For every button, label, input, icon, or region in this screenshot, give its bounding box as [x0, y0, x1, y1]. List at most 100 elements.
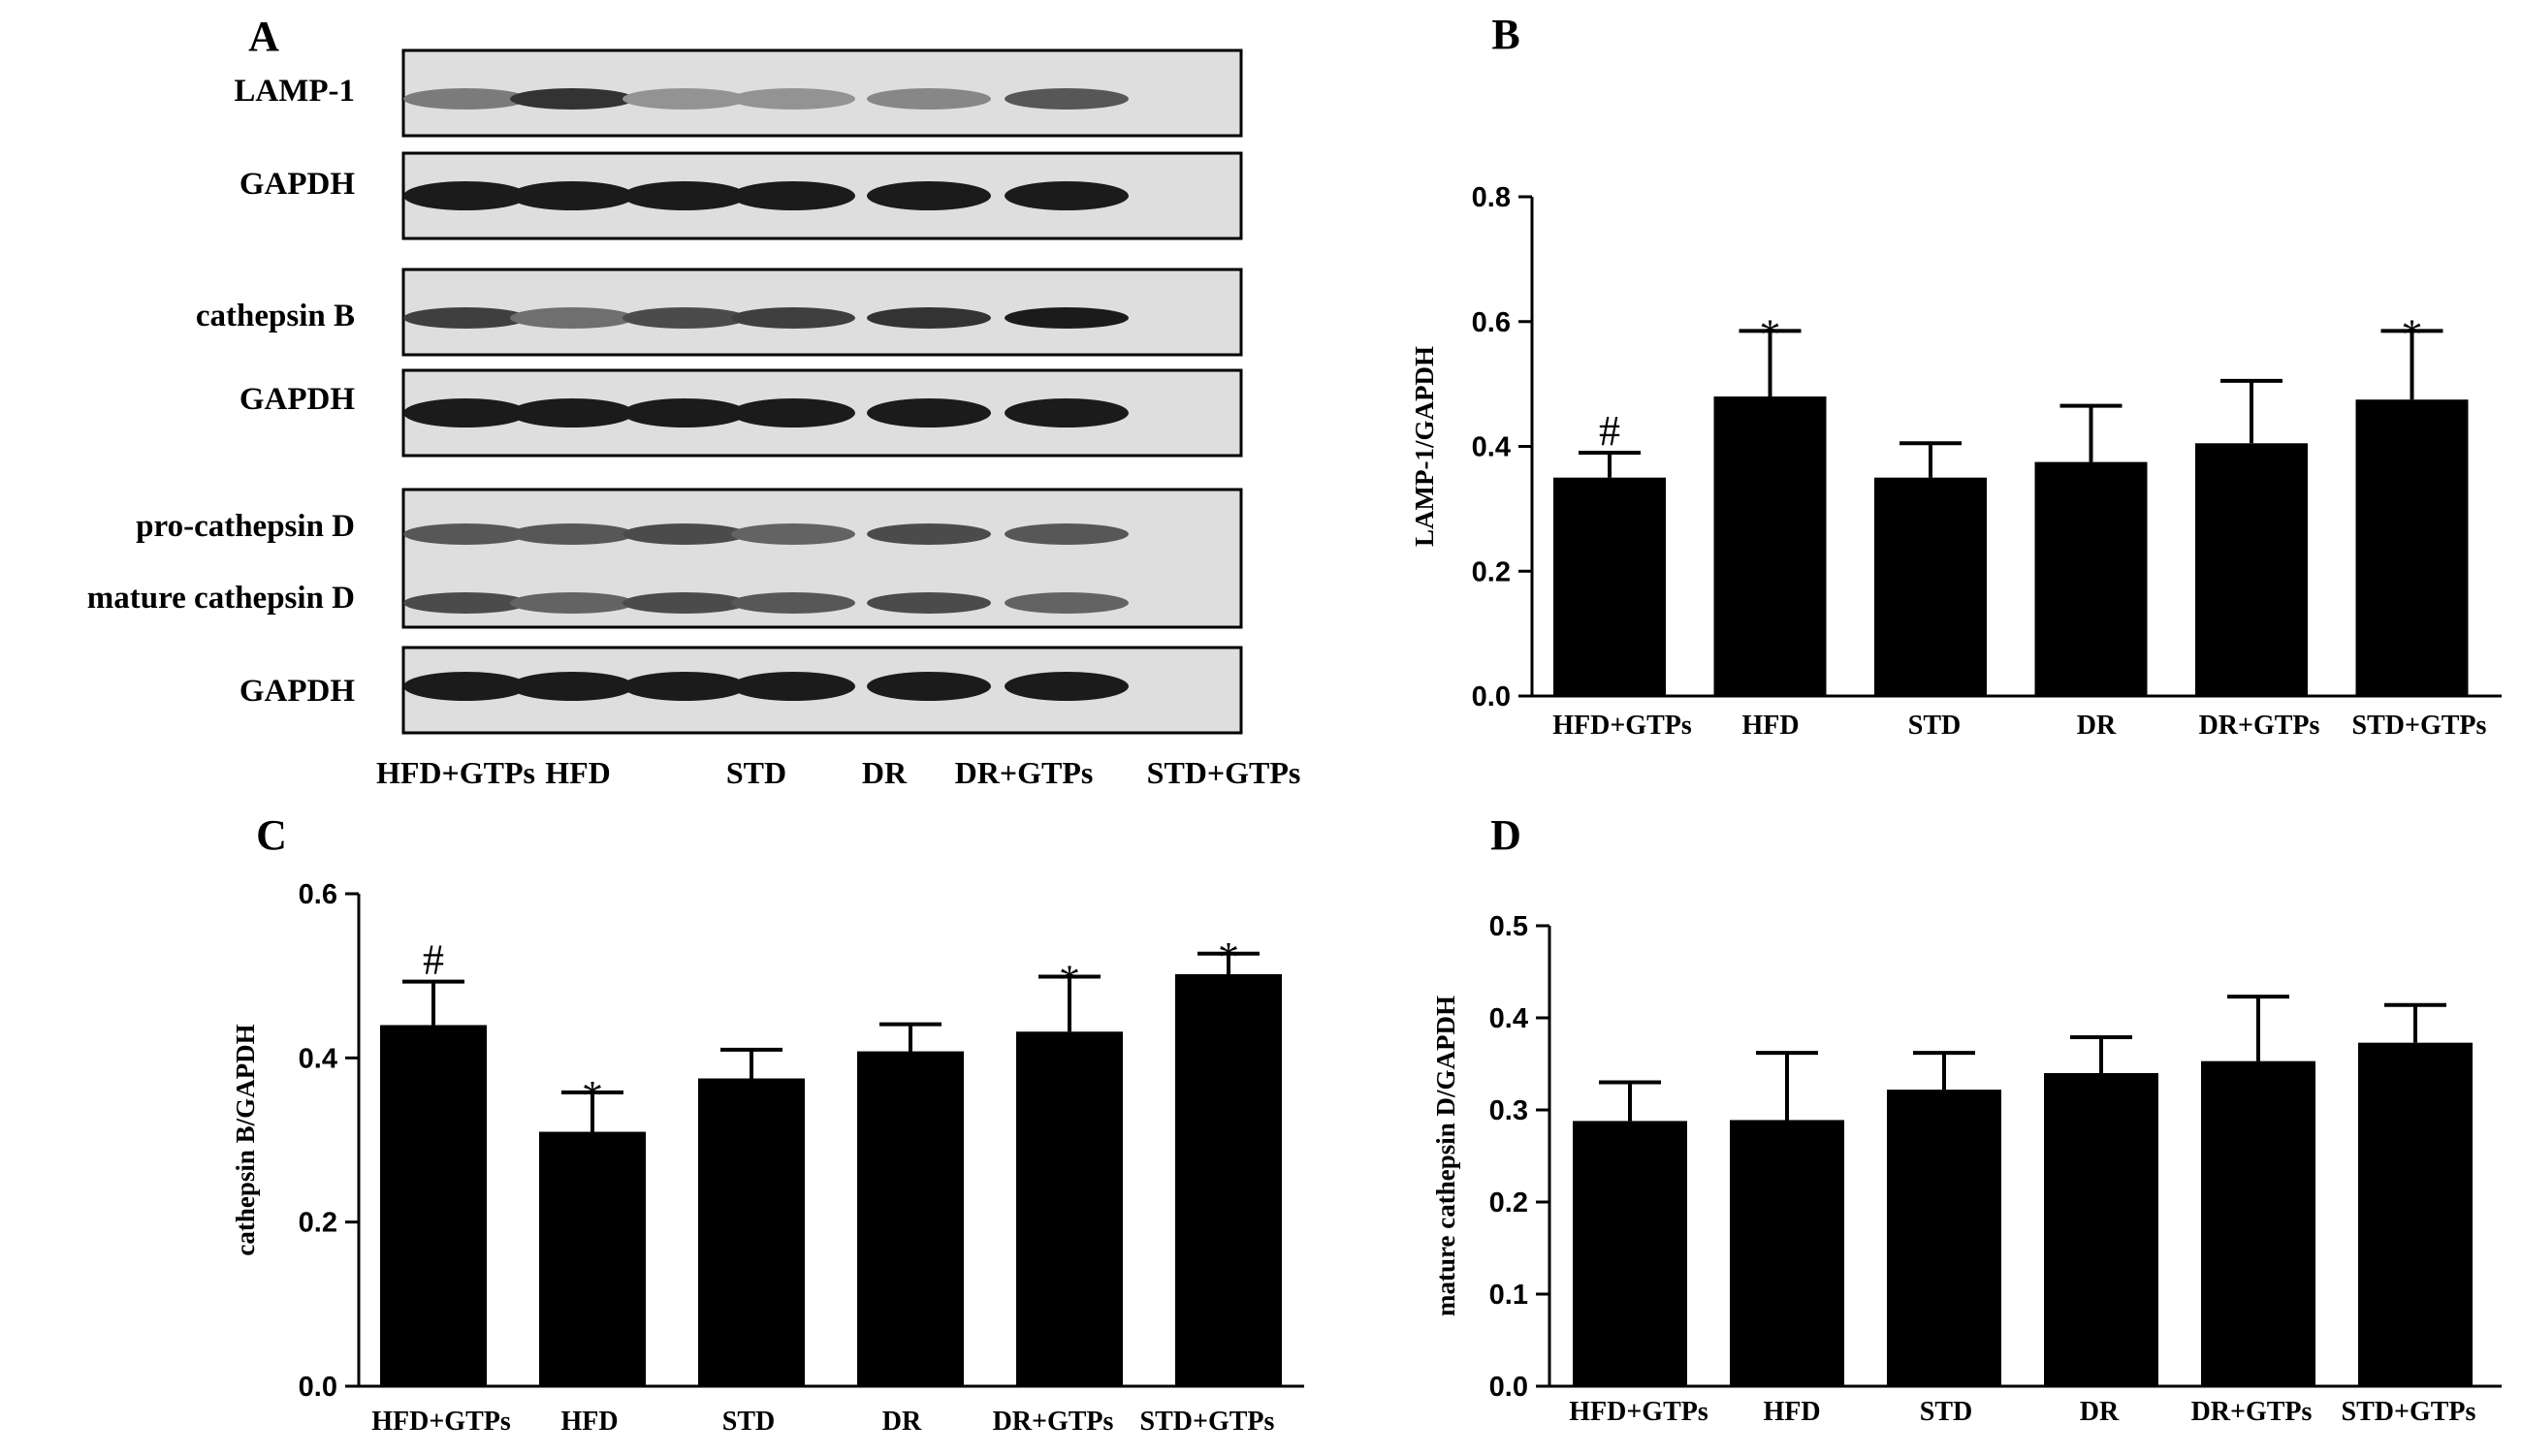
y-tick-label: 0.4	[1489, 1003, 1528, 1034]
bar	[698, 1078, 805, 1386]
blot-band	[731, 88, 855, 110]
blot-band	[623, 523, 747, 545]
bar	[1175, 973, 1282, 1386]
blot-band	[510, 523, 634, 545]
bar	[2201, 1060, 2315, 1386]
y-tick-label: 0.5	[1489, 911, 1528, 942]
significance-mark: *	[1059, 957, 1080, 1004]
category-label: DR+GTPs	[993, 1407, 1114, 1437]
y-tick-label: 0.6	[1472, 307, 1511, 338]
blot-band	[510, 307, 634, 329]
blot-lane-label: DR+GTPs	[955, 755, 1094, 790]
blot-lane-label: HFD	[545, 755, 611, 790]
blot-band	[1005, 592, 1129, 614]
blot-band	[510, 672, 634, 701]
blot-band	[510, 88, 634, 110]
panel-label-b: B	[1491, 11, 1519, 58]
y-tick-label: 0.4	[1472, 432, 1511, 463]
category-label: HFD+GTPs	[371, 1407, 511, 1437]
bar	[2195, 443, 2308, 696]
blot-band	[403, 88, 527, 110]
blot-band	[731, 523, 855, 545]
blot-band	[1005, 307, 1129, 329]
blot-lane-label: STD+GTPs	[1147, 755, 1301, 790]
panel-label-d: D	[1490, 811, 1521, 859]
blot-band	[403, 672, 527, 701]
blot-band	[510, 592, 634, 614]
bar	[539, 1131, 646, 1386]
y-tick-label: 0.0	[1489, 1372, 1528, 1403]
blot-band	[623, 672, 747, 701]
blot-band	[1005, 88, 1129, 110]
bar	[2034, 461, 2148, 696]
category-label: HFD	[1763, 1397, 1820, 1427]
y-tick-label: 0.0	[1472, 681, 1511, 712]
chart-mature-cathepsin-d: 0.0 0.1 0.2 0.3 0.4 0.5 mature cathepsin D/GAP…	[1431, 911, 2502, 1427]
blot-lane-label: DR	[862, 755, 908, 790]
blot-band	[403, 592, 527, 614]
blot-band	[731, 592, 855, 614]
bar	[1887, 1090, 2001, 1386]
category-label: STD+GTPs	[1140, 1407, 1275, 1437]
significance-mark: #	[1599, 407, 1620, 455]
bar	[2044, 1073, 2158, 1386]
category-label: STD+GTPs	[2342, 1397, 2476, 1427]
panel-label-c: C	[256, 811, 287, 859]
bar	[857, 1051, 964, 1386]
blot-band	[867, 523, 991, 545]
blot-band	[510, 181, 634, 210]
y-tick-label: 0.0	[299, 1372, 337, 1403]
category-label: HFD+GTPs	[1569, 1397, 1708, 1427]
y-tick-label: 0.2	[1472, 556, 1511, 587]
category-label: DR+GTPs	[2199, 711, 2320, 741]
chart-lamp1: 0.0 0.2 0.4 0.6 0.8 LAMP-1/GAPDH # HFD+GTPs * HFD…	[1410, 182, 2502, 741]
bar	[2358, 1042, 2473, 1386]
y-axis-title: mature cathepsin D/GAPDH	[1431, 996, 1460, 1316]
category-label: STD	[722, 1407, 775, 1437]
y-tick-label: 0.8	[1472, 182, 1511, 213]
y-tick-label: 0.1	[1489, 1280, 1528, 1311]
blot-row-label: GAPDH	[239, 167, 355, 202]
blot-band	[867, 307, 991, 329]
significance-mark: *	[1218, 934, 1239, 981]
blot-band	[731, 307, 855, 329]
blot-row-label: GAPDH	[239, 674, 355, 709]
category-label: HFD	[560, 1407, 618, 1437]
bar	[1553, 477, 1666, 696]
blot-band	[867, 592, 991, 614]
bar	[1573, 1121, 1687, 1386]
blot-band	[510, 398, 634, 427]
bar	[380, 1025, 487, 1386]
blot-band	[1005, 181, 1129, 210]
y-axis-title: LAMP-1/GAPDH	[1410, 346, 1439, 547]
category-label: STD	[1920, 1397, 1972, 1427]
blot-lane-label: STD	[726, 755, 786, 790]
blot-band	[403, 307, 527, 329]
blot-lane-label: HFD+GTPs	[376, 755, 535, 790]
category-label: HFD	[1741, 711, 1799, 741]
blot-band	[403, 523, 527, 545]
panel-label-a: A	[248, 13, 279, 60]
category-label: DR+GTPs	[2191, 1397, 2313, 1427]
y-tick-label: 0.2	[299, 1208, 337, 1239]
blot-band	[731, 672, 855, 701]
bar	[1016, 1031, 1123, 1386]
category-label: HFD+GTPs	[1552, 711, 1692, 741]
blot-row-label: pro-cathepsin D	[136, 509, 355, 544]
significance-mark: *	[2402, 310, 2423, 358]
bar	[2355, 399, 2469, 696]
blot-band	[867, 181, 991, 210]
blot-band	[867, 398, 991, 427]
bar	[1713, 396, 1827, 696]
y-tick-label: 0.6	[299, 879, 337, 910]
blot-band	[731, 398, 855, 427]
blot-band	[623, 592, 747, 614]
significance-mark: *	[1760, 310, 1781, 358]
blot-band	[623, 181, 747, 210]
bar	[1874, 477, 1987, 696]
blot-band	[623, 307, 747, 329]
chart-cathepsin-b: 0.0 0.2 0.4 0.6 cathepsin B/GAPDH # HFD+GTPs * H…	[231, 879, 1304, 1437]
western-blot: LAMP-1 GAPDH cathepsin B GAPDH pro-cathepsin…	[87, 48, 1301, 790]
blot-band	[867, 88, 991, 110]
